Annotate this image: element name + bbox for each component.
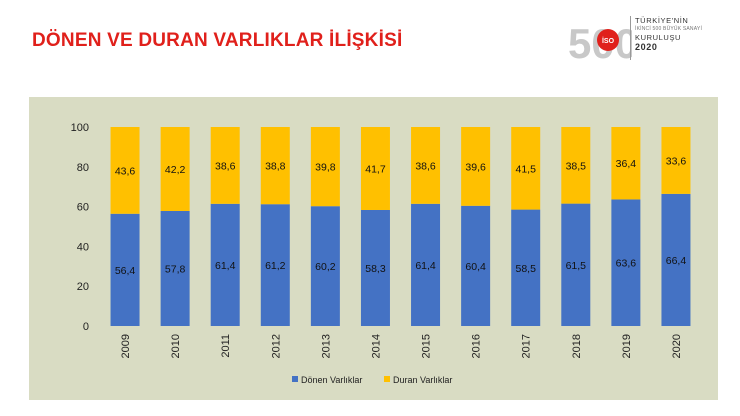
y-tick-label: 100 xyxy=(71,122,89,134)
iso-500-logo: 500 İSO TÜRKİYE'NİN İKİNCİ 500 BÜYÜK SAN… xyxy=(568,12,718,68)
duran-value-label: 38,5 xyxy=(566,160,587,172)
donen-value-label: 61,4 xyxy=(415,260,436,272)
duran-bar-2014 xyxy=(360,127,390,210)
x-tick-label: 2013 xyxy=(320,334,332,358)
logo-line-1: TÜRKİYE'NİN xyxy=(635,16,689,25)
duran-value-label: 41,7 xyxy=(365,163,386,175)
y-tick-label: 80 xyxy=(77,162,89,174)
x-tick-label: 2018 xyxy=(571,334,583,358)
x-tick-label: 2020 xyxy=(671,334,683,358)
duran-value-label: 41,5 xyxy=(515,163,536,175)
x-tick-label: 2014 xyxy=(370,334,382,358)
donen-bar-2012 xyxy=(260,204,290,326)
duran-value-label: 38,6 xyxy=(215,160,236,172)
x-tick-label: 2012 xyxy=(270,334,282,358)
duran-value-label: 38,8 xyxy=(265,161,286,173)
donen-value-label: 61,4 xyxy=(215,260,236,272)
logo-emblem-text: İSO xyxy=(602,37,615,45)
chart-panel: 0 20 40 60 80 100 56,4 43,6 2009 57,8 42,2 2010 61,4… xyxy=(29,97,718,400)
legend-donen-label: Dönen Varlıklar xyxy=(301,375,362,385)
duran-bar-2019 xyxy=(611,127,641,200)
logo-divider xyxy=(630,16,631,60)
x-tick-label: 2015 xyxy=(421,334,433,358)
donen-bar-2019 xyxy=(611,199,641,326)
donen-value-label: 58,5 xyxy=(515,263,536,275)
duran-value-label: 36,4 xyxy=(616,158,637,170)
logo-emblem-icon: 500 İSO xyxy=(568,20,638,67)
x-tick-label: 2019 xyxy=(621,334,633,358)
donen-bar-2017 xyxy=(511,209,541,326)
donen-value-label: 63,6 xyxy=(616,258,637,270)
duran-bar-2020 xyxy=(661,127,691,194)
logo-text: TÜRKİYE'NİN İKİNCİ 500 BÜYÜK SANAYİ KURU… xyxy=(635,16,702,52)
duran-value-label: 43,6 xyxy=(115,165,136,177)
donen-bar-2011 xyxy=(210,203,240,326)
x-tick-label: 2016 xyxy=(471,334,483,358)
duran-bar-2012 xyxy=(260,127,290,205)
page-title: DÖNEN VE DURAN VARLIKLAR İLİŞKİSİ xyxy=(32,30,403,51)
x-tick-label: 2009 xyxy=(120,334,132,358)
duran-value-label: 39,6 xyxy=(465,161,486,173)
y-tick-label: 60 xyxy=(77,202,89,214)
donen-bar-2015 xyxy=(411,203,441,326)
logo-line-4: 2020 xyxy=(635,42,658,52)
duran-bar-2017 xyxy=(511,127,541,210)
donen-value-label: 60,4 xyxy=(465,261,486,273)
duran-value-label: 39,8 xyxy=(315,162,336,174)
legend-duran-swatch xyxy=(384,376,390,382)
stacked-bar-chart: 0 20 40 60 80 100 56,4 43,6 2009 57,8 42,2 2010 61,4… xyxy=(71,122,691,385)
donen-value-label: 61,2 xyxy=(265,260,286,272)
logo-line-2: İKİNCİ 500 BÜYÜK SANAYİ xyxy=(635,26,703,32)
legend-donen-swatch xyxy=(292,376,298,382)
donen-bar-2014 xyxy=(360,209,390,326)
donen-bar-2013 xyxy=(310,206,340,326)
x-tick-label: 2011 xyxy=(220,334,232,358)
x-tick-label: 2017 xyxy=(521,334,533,358)
logo-gear-icon xyxy=(597,29,619,51)
donen-bar-2020 xyxy=(661,193,691,326)
y-tick-label: 40 xyxy=(77,241,89,253)
duran-bar-2010 xyxy=(160,127,190,211)
donen-value-label: 61,5 xyxy=(566,260,587,272)
donen-value-label: 60,2 xyxy=(315,261,336,273)
donen-bar-2009 xyxy=(110,213,140,326)
duran-value-label: 33,6 xyxy=(666,155,687,167)
donen-bar-2018 xyxy=(561,203,591,326)
duran-bar-2013 xyxy=(310,127,340,207)
y-tick-label: 0 xyxy=(83,321,89,333)
x-tick-label: 2010 xyxy=(170,334,182,358)
y-tick-label: 20 xyxy=(77,281,89,293)
donen-bar-2010 xyxy=(160,210,190,326)
duran-value-label: 42,2 xyxy=(165,164,186,176)
donen-bar-2016 xyxy=(461,205,491,326)
donen-value-label: 66,4 xyxy=(666,255,687,267)
donen-value-label: 57,8 xyxy=(165,263,186,275)
duran-bar-2016 xyxy=(461,127,491,206)
duran-bar-2018 xyxy=(561,127,591,204)
duran-bar-2011 xyxy=(210,127,240,204)
logo-line-3: KURULUŞU xyxy=(635,33,682,42)
duran-bar-2009 xyxy=(110,127,140,214)
legend-duran-label: Duran Varlıklar xyxy=(393,375,452,385)
duran-bar-2015 xyxy=(411,127,441,204)
donen-value-label: 58,3 xyxy=(365,263,386,275)
duran-value-label: 38,6 xyxy=(415,160,436,172)
donen-value-label: 56,4 xyxy=(115,265,136,277)
